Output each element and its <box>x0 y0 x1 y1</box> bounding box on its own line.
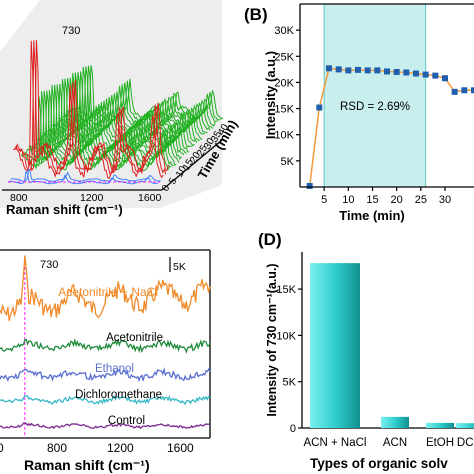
c-tick-1200: 1200 <box>107 441 134 455</box>
b-data-point <box>422 71 429 78</box>
c-tick-800: 800 <box>47 441 67 455</box>
a-tick-1600: 1600 <box>138 192 162 204</box>
d-plot-area: 0 5K 10K 15K ACN + NaCl ACN EtOHDCM <box>276 263 474 449</box>
a-time-tick: 25 <box>195 143 210 159</box>
c-label-dcm: Dichloromethane <box>75 389 162 401</box>
b-data-point <box>316 104 323 111</box>
d-category-label: DCM <box>457 437 474 449</box>
a-peak-label: 730 <box>62 25 80 37</box>
c-label-acn: Acetonitrile <box>106 332 163 344</box>
b-y-tick-label: 15K <box>274 104 294 116</box>
d-y-tick-label: 5K <box>283 377 297 389</box>
c-spectrum-line <box>0 337 211 354</box>
c-spectra <box>0 255 211 430</box>
a-time-tick: 35 <box>209 129 224 145</box>
b-y-tick-label: 10K <box>274 130 294 142</box>
scale-bar-label: 5K <box>173 261 186 273</box>
b-data-point <box>451 88 458 95</box>
b-data-point <box>364 67 371 74</box>
b-x-tick-label: 10 <box>342 194 354 206</box>
a-time-tick: 10 <box>174 164 189 180</box>
d-bar <box>426 422 454 428</box>
b-y-tick-label: 25K <box>274 51 294 63</box>
d-panel-label: (D) <box>258 230 282 249</box>
c-label-control: Control <box>108 415 145 427</box>
d-y-tick-label: 0 <box>290 423 296 435</box>
d-bar <box>381 416 409 428</box>
c-label-ethanol: Ethanol <box>95 363 134 375</box>
c-spectrum-line <box>0 366 211 383</box>
d-category-label: ACN <box>383 437 407 449</box>
b-y-tick-label: 30K <box>274 25 294 37</box>
d-x-axis-label: Types of organic solv <box>310 456 448 471</box>
b-data-point <box>374 67 381 74</box>
d-bar <box>456 423 474 428</box>
a-spectrum-line <box>10 167 161 182</box>
rsd-annotation: RSD = 2.69% <box>340 101 410 113</box>
a-x-axis-label: Raman shift (cm⁻¹) <box>6 202 123 217</box>
b-y-tick-label: 20K <box>274 77 294 89</box>
a-time-axis <box>161 139 223 191</box>
a-tick-1200: 1200 <box>80 192 104 204</box>
a-spectrum-line <box>13 40 164 180</box>
b-data-point <box>306 182 313 189</box>
b-data-point <box>393 68 400 75</box>
b-data-point <box>471 87 474 94</box>
a-time-ticks: 0 5 10 15 20 25 30 35 40 <box>160 122 231 194</box>
b-data-point <box>384 68 390 75</box>
b-x-tick-label: 5 <box>321 194 327 206</box>
d-category-label: ACN + NaCl <box>304 437 367 449</box>
panel-d: (D) 0 5K 10K 15K ACN + NaCl ACN EtOHDCM Intens… <box>258 230 474 471</box>
a-tick-800: 800 <box>10 192 28 204</box>
b-data-point <box>345 67 352 74</box>
stable-region-highlight <box>324 4 426 187</box>
d-y-tick-label: 15K <box>276 284 296 296</box>
c-spectrum-line <box>0 394 211 406</box>
b-data-point <box>442 75 448 82</box>
c-tick-partial: 0 <box>0 441 4 455</box>
c-spectrum-line <box>0 422 211 430</box>
a-time-tick: 30 <box>202 136 217 152</box>
a-time-tick: 20 <box>188 150 203 166</box>
b-x-axis-label: Time (min) <box>339 208 405 223</box>
waterfall-traces <box>8 39 224 185</box>
d-y-tick-label: 10K <box>276 330 296 342</box>
d-category-label: EtOH <box>426 437 454 449</box>
a-time-tick: 40 <box>216 122 231 138</box>
c-x-axis-label: Raman shift (cm⁻¹) <box>24 457 150 473</box>
b-x-tick-label: 20 <box>391 194 403 206</box>
d-y-axis-label: Intensity of 730 cm⁻¹(a.u.) <box>265 263 279 416</box>
a-time-tick: 0 <box>160 183 173 194</box>
c-spectrum-line <box>0 255 211 322</box>
b-data-point <box>326 65 332 72</box>
panel-b: (B) 5K 10K 15K 20K 25K 30K 5 10 15 20 25 30 RSD = 2… <box>244 3 474 223</box>
b-y-tick-label: 5K <box>281 156 295 168</box>
b-plot-area: 5K 10K 15K 20K 25K 30K 5 10 15 20 25 30 <box>274 25 474 206</box>
b-y-axis-label: Intensity (a.u.) <box>263 51 278 139</box>
d-bar <box>310 263 360 428</box>
c-peak-label: 730 <box>40 259 58 271</box>
c-tick-1600: 1600 <box>167 441 194 455</box>
b-data-point <box>403 69 410 76</box>
b-data-point <box>432 72 439 79</box>
c-label-acn-nacl: Acetonitrile + NaCl <box>58 285 158 299</box>
b-x-tick-label: 25 <box>415 194 427 206</box>
b-data-point <box>413 70 419 77</box>
b-data-point <box>335 66 342 73</box>
b-panel-label: (B) <box>244 5 268 24</box>
a-spectrum-line <box>20 96 172 172</box>
b-data-point <box>355 66 361 73</box>
a-time-tick: 5 <box>167 176 180 187</box>
panel-c: 730 5K Acetonitrile + NaCl Acetonitrile … <box>0 249 211 473</box>
a-time-tick: 15 <box>181 157 196 173</box>
b-x-tick-label: 30 <box>439 194 451 206</box>
panel-a: 730 800 1200 1600 0 5 10 15 20 25 30 35 … <box>0 0 240 217</box>
b-data-point <box>461 87 468 94</box>
b-x-tick-label: 15 <box>366 194 378 206</box>
